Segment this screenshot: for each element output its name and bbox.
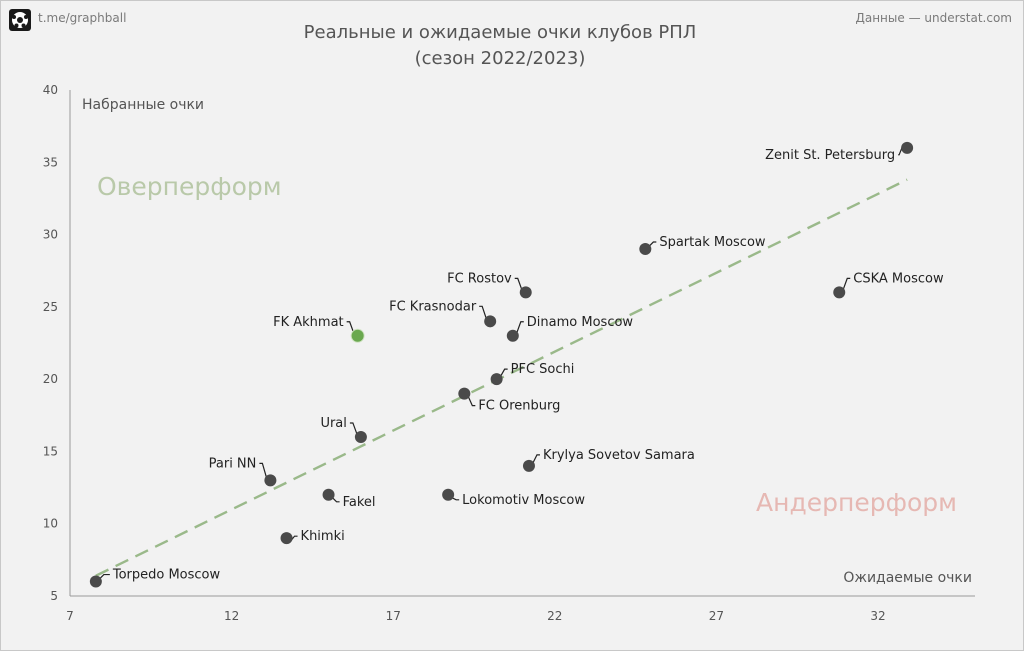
y-tick-label: 15 — [43, 444, 58, 458]
data-point — [522, 459, 535, 472]
leader-line — [648, 241, 657, 247]
x-tick-label: 7 — [66, 609, 74, 623]
y-tick-label: 10 — [43, 517, 58, 531]
data-point — [442, 488, 455, 501]
point-label: Khimki — [301, 529, 345, 544]
point-label: FC Orenburg — [478, 399, 560, 414]
soccer-ball-icon — [9, 9, 31, 31]
leader-line — [332, 497, 340, 503]
leader-line — [99, 573, 110, 579]
leader-line — [514, 277, 523, 290]
point-label: Zenit St. Petersburg — [765, 148, 895, 163]
data-point — [833, 286, 846, 299]
x-tick-label: 32 — [870, 609, 885, 623]
data-point — [354, 430, 367, 443]
data-point — [490, 373, 503, 386]
data-point — [351, 329, 364, 342]
point-label: CSKA Moscow — [853, 271, 944, 286]
chart-subtitle: (сезон 2022/2023) — [414, 48, 586, 69]
overperform-label: Оверперформ — [97, 172, 282, 201]
leader-line — [467, 396, 476, 407]
x-tick-label: 22 — [547, 609, 562, 623]
underperform-label: Андерперформ — [756, 488, 957, 517]
data-point — [280, 532, 293, 545]
y-tick-label: 35 — [43, 155, 58, 169]
data-point — [89, 575, 102, 588]
point-label: Lokomotiv Moscow — [462, 493, 585, 508]
data-point — [322, 488, 335, 501]
leader-line — [346, 321, 355, 333]
point-label: Fakel — [343, 495, 376, 510]
data-point — [264, 474, 277, 487]
point-label: Spartak Moscow — [659, 235, 766, 250]
point-label: FK Akhmat — [273, 315, 344, 330]
point-label: Ural — [320, 416, 346, 431]
x-tick-label: 27 — [709, 609, 724, 623]
data-point — [639, 243, 652, 256]
y-axis-title: Набранные очки — [82, 97, 204, 113]
leader-line — [516, 321, 524, 333]
y-tick-label: 40 — [43, 83, 58, 97]
point-label: Dinamo Moscow — [527, 315, 634, 330]
y-tick-label: 25 — [43, 300, 58, 314]
leader-line — [349, 422, 358, 435]
data-source-note: Данные — understat.com — [855, 11, 1012, 25]
chart-title: Реальные и ожидаемые очки клубов РПЛ — [303, 22, 697, 43]
leader-line — [451, 497, 460, 501]
point-label: PFC Sochi — [511, 362, 575, 377]
leader-line — [259, 462, 267, 478]
data-point — [484, 315, 497, 328]
x-axis-title: Ожидаемые очки — [843, 570, 972, 586]
data-point — [519, 286, 532, 299]
y-tick-label: 5 — [50, 589, 58, 603]
leader-line — [532, 454, 540, 464]
y-tick-label: 20 — [43, 372, 58, 386]
point-label: Krylya Sovetov Samara — [543, 448, 695, 463]
y-tick-label: 30 — [43, 228, 58, 242]
source-link[interactable]: t.me/graphball — [38, 11, 127, 25]
point-label: Torpedo Moscow — [112, 568, 221, 583]
leader-line — [842, 277, 851, 290]
data-point — [458, 387, 471, 400]
point-label: FC Krasnodar — [389, 299, 477, 314]
data-point — [506, 329, 519, 342]
point-label: Pari NN — [209, 456, 257, 471]
x-tick-label: 17 — [386, 609, 401, 623]
x-tick-label: 12 — [224, 609, 239, 623]
data-point — [901, 141, 914, 154]
leader-line — [479, 305, 487, 319]
point-label: FC Rostov — [447, 271, 512, 286]
leader-line — [500, 368, 508, 377]
